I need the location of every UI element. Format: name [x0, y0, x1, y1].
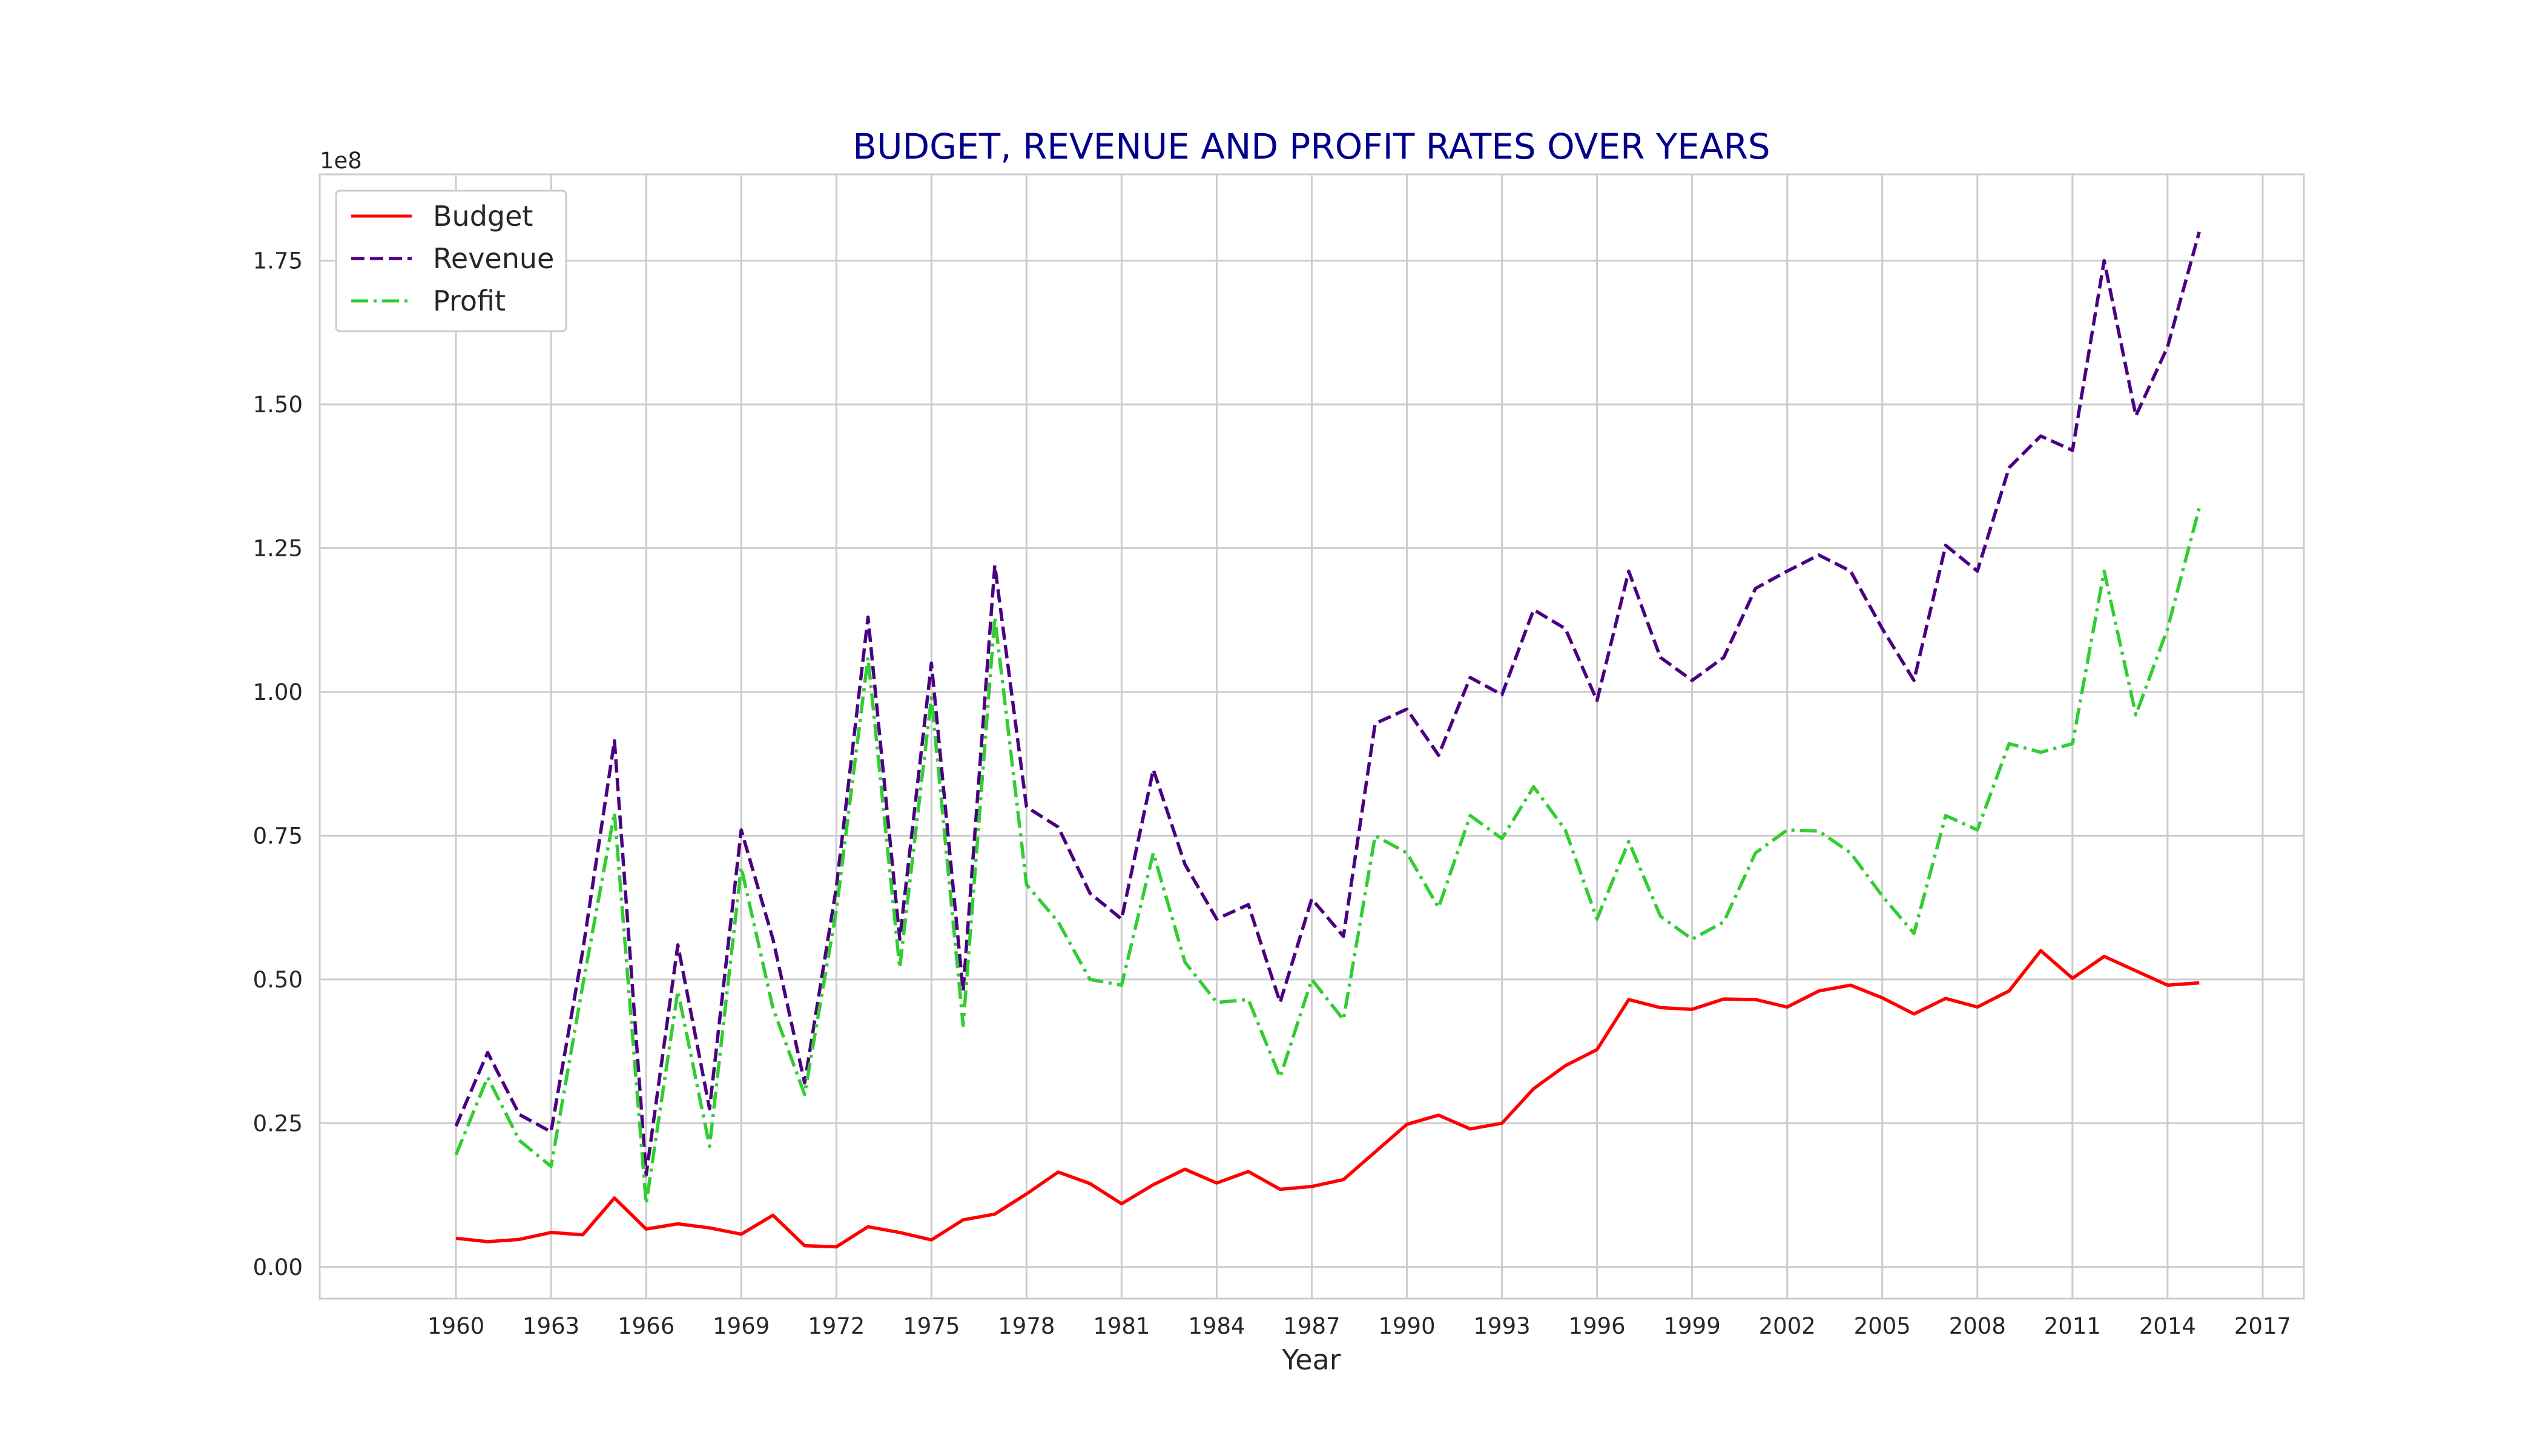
x-tick-label: 2005 [1854, 1313, 1911, 1339]
chart-title: BUDGET, REVENUE AND PROFIT RATES OVER YE… [853, 126, 1770, 167]
y-tick-label: 0.25 [253, 1110, 303, 1136]
legend-label-revenue: Revenue [433, 242, 554, 275]
series-lines [454, 231, 2201, 1249]
y-tick-label: 1.25 [253, 535, 303, 561]
x-tick-label: 1993 [1474, 1313, 1531, 1339]
y-axis-offset-label: 1e8 [320, 148, 362, 174]
legend-label-budget: Budget [433, 200, 533, 232]
x-tick-label: 2017 [2234, 1313, 2291, 1339]
x-tick-label: 1963 [523, 1313, 579, 1339]
legend: Budget Revenue Profit [335, 189, 567, 332]
x-tick-label: 1960 [427, 1313, 484, 1339]
series-line-budget [455, 949, 2200, 1249]
x-tick-label: 1990 [1378, 1313, 1435, 1339]
y-tick-label: 0.50 [253, 967, 303, 993]
x-tick-label: 1975 [903, 1313, 960, 1339]
y-tick-labels: 0.00 0.25 0.50 0.75 1.00 1.25 1.50 1.75 [253, 248, 303, 1280]
x-tick-labels: 1960 1963 1966 1969 1972 1975 1978 1981 1984 1987… [427, 1313, 2291, 1339]
x-tick-label: 1972 [808, 1313, 865, 1339]
legend-label-profit: Profit [433, 285, 506, 317]
x-tick-label: 2008 [1949, 1313, 2006, 1339]
x-tick-label: 2002 [1759, 1313, 1816, 1339]
x-tick-label: 1987 [1283, 1313, 1340, 1339]
y-tick-label: 0.00 [253, 1254, 303, 1280]
legend-box [335, 189, 567, 332]
x-tick-label: 1966 [618, 1313, 675, 1339]
series-line-profit [454, 507, 2201, 1206]
grid-lines [320, 174, 2304, 1299]
x-tick-label: 1969 [713, 1313, 770, 1339]
x-tick-label: 1984 [1188, 1313, 1245, 1339]
x-tick-label: 1981 [1093, 1313, 1150, 1339]
x-tick-label: 1999 [1664, 1313, 1721, 1339]
series-line-revenue [454, 231, 2201, 1177]
x-tick-label: 2011 [2044, 1313, 2101, 1339]
y-tick-label: 0.75 [253, 823, 303, 849]
x-tick-label: 2014 [2139, 1313, 2196, 1339]
x-tick-label: 1996 [1569, 1313, 1626, 1339]
plot-frame [318, 173, 2305, 1300]
y-tick-label: 1.00 [253, 679, 303, 705]
y-tick-label: 1.75 [253, 248, 303, 274]
y-tick-label: 1.50 [253, 392, 303, 418]
x-tick-label: 1978 [998, 1313, 1055, 1339]
x-axis-label: Year [1281, 1343, 1341, 1376]
